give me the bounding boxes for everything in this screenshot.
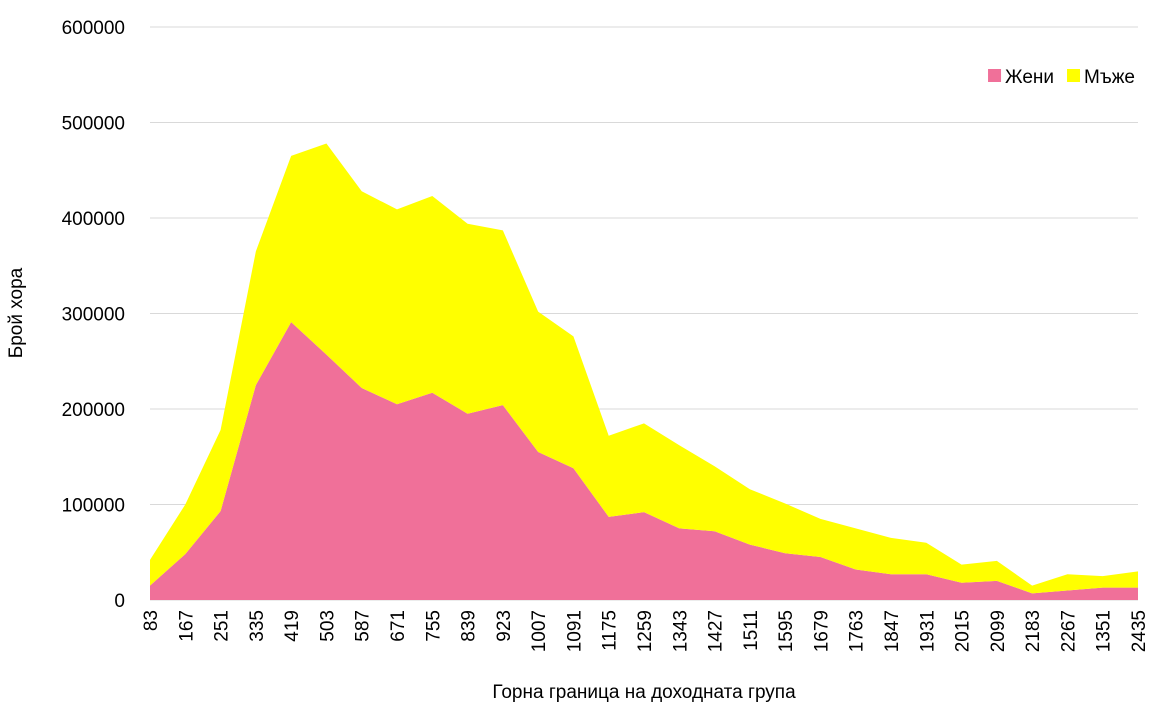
y-tick-label: 500000 <box>62 114 125 135</box>
x-tick-label: 1343 <box>670 610 691 652</box>
x-tick-label: 2015 <box>953 610 974 652</box>
x-tick-label: 671 <box>388 610 409 642</box>
y-tick-label: 200000 <box>62 400 125 421</box>
x-tick-label: 1679 <box>811 610 832 652</box>
x-tick-label: 839 <box>459 610 480 642</box>
x-tick-label: 1427 <box>706 610 727 652</box>
y-tick-label: 100000 <box>62 496 125 517</box>
x-tick-label: 1175 <box>600 610 621 651</box>
x-tick-label: 587 <box>353 610 374 642</box>
x-tick-label: 1007 <box>529 610 550 652</box>
x-tick-label: 83 <box>141 610 162 631</box>
area <box>150 322 1138 600</box>
x-tick-label: 1351 <box>1094 610 1115 652</box>
x-tick-label: 2267 <box>1058 610 1079 652</box>
legend-label: Жени <box>1005 67 1054 88</box>
x-tick-label: 167 <box>176 610 197 642</box>
x-tick-label: 503 <box>317 610 338 642</box>
area <box>150 143 1138 594</box>
x-tick-label: 1931 <box>917 610 938 652</box>
x-tick-label: 251 <box>212 610 233 642</box>
legend-label: Мъже <box>1084 67 1135 88</box>
y-tick-label: 300000 <box>62 305 125 326</box>
x-tick-label: 923 <box>494 610 515 642</box>
y-tick-label: 0 <box>114 591 125 612</box>
x-tick-label: 419 <box>282 610 303 642</box>
x-tick-label: 2435 <box>1129 610 1150 652</box>
x-axis-title: Горна граница на доходната група <box>492 682 796 703</box>
x-tick-label: 335 <box>247 610 268 642</box>
x-tick-label: 1091 <box>564 610 585 652</box>
x-tick-label: 1595 <box>776 610 797 652</box>
x-tick-label: 1259 <box>635 610 656 652</box>
y-tick-label: 400000 <box>62 209 125 230</box>
x-tick-label: 1763 <box>847 610 868 652</box>
y-tick-label: 600000 <box>62 18 125 39</box>
x-tick-label: 755 <box>423 610 444 642</box>
x-tick-label: 2099 <box>988 610 1009 652</box>
legend-swatch <box>988 69 1002 82</box>
x-tick-label: 1847 <box>882 610 903 652</box>
legend-swatch <box>1067 69 1081 82</box>
x-tick-label: 1511 <box>741 610 762 651</box>
y-axis-title: Брой хора <box>6 267 27 358</box>
x-tick-label: 2183 <box>1023 610 1044 652</box>
